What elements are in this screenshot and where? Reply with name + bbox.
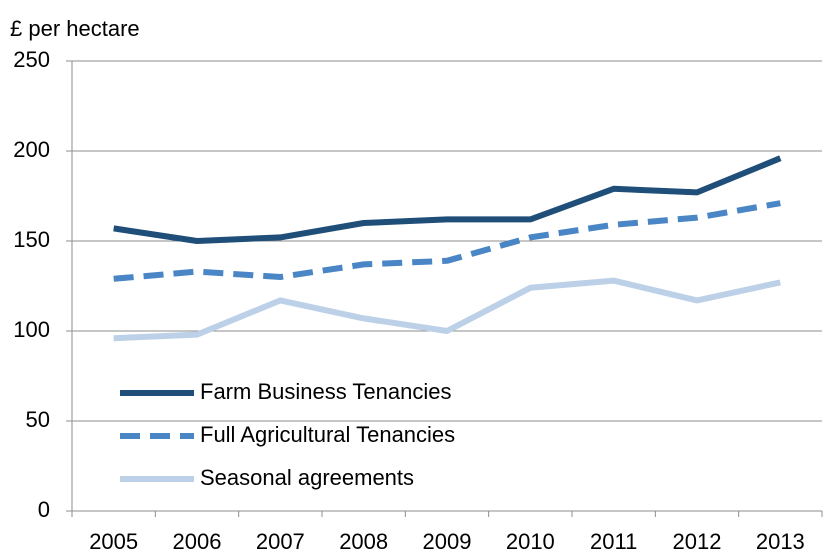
y-tick-label: 250: [13, 47, 50, 72]
x-tick-label: 2010: [506, 529, 555, 554]
series-line: [113, 277, 781, 342]
x-tick-label: 2009: [423, 529, 472, 554]
legend-label: Seasonal agreements: [200, 465, 414, 490]
series-line: [113, 155, 782, 244]
x-tick-label: 2005: [89, 529, 138, 554]
x-tick-label: 2011: [590, 529, 637, 554]
y-axis-label: £ per hectare: [10, 16, 140, 41]
x-tick-label: 2012: [673, 529, 722, 554]
y-tick-label: 100: [13, 317, 50, 342]
y-tick-label: 0: [38, 497, 50, 522]
x-tick-label: 2008: [339, 529, 388, 554]
y-tick-label: 150: [13, 227, 50, 252]
x-tick-label: 2006: [173, 529, 222, 554]
x-tick-label: 2007: [256, 529, 305, 554]
y-tick-label: 50: [26, 407, 50, 432]
series-line: [113, 200, 781, 282]
x-tick-label: 2013: [756, 529, 805, 554]
legend-label: Farm Business Tenancies: [200, 379, 452, 404]
y-tick-label: 200: [13, 137, 50, 162]
legend-label: Full Agricultural Tenancies: [200, 422, 455, 447]
